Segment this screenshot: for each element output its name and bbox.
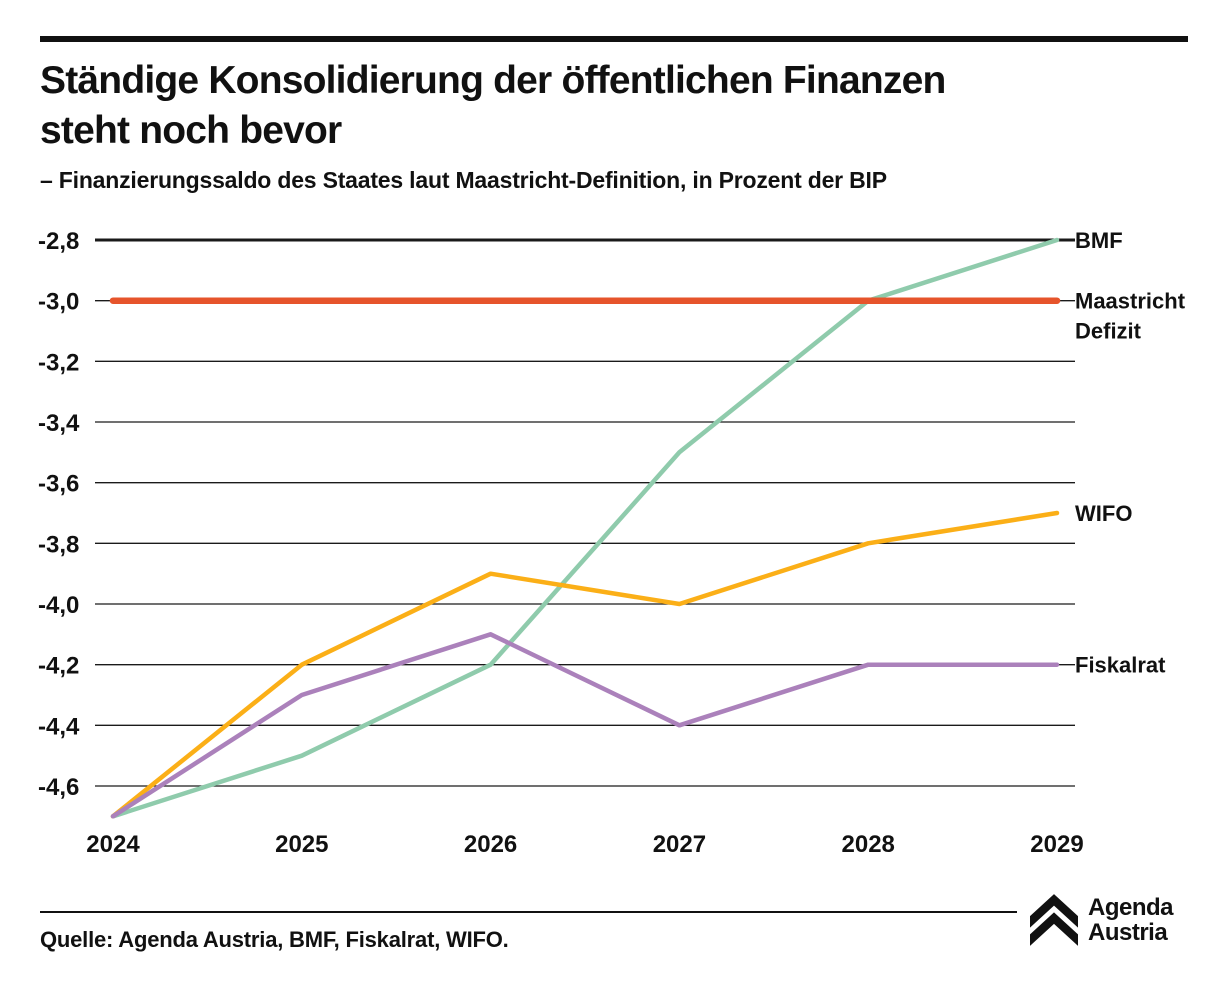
logo-line1: Agenda [1088, 894, 1174, 921]
y-tick-label: -4,2 [38, 653, 79, 680]
x-tick-label: 2024 [86, 831, 140, 858]
series-line-wifo [110, 510, 1060, 819]
y-tick-label: -3,6 [38, 471, 79, 498]
series-label-wifo: WIFO [1075, 501, 1132, 526]
series-label-bmf: BMF [1075, 228, 1123, 253]
series-label-maastricht-defizit-1: Maastricht [1075, 289, 1186, 314]
x-tick-label: 2026 [464, 831, 517, 858]
page-title-line2: steht noch bevor [40, 109, 342, 152]
page-title-line1: Ständige Konsolidierung der öffentlichen… [40, 59, 946, 102]
series-line-fiskalrat [110, 632, 1060, 819]
chart-subtitle: – Finanzierungssaldo des Staates laut Ma… [40, 167, 887, 193]
y-tick-label: -4,4 [38, 713, 80, 740]
page-title: Ständige Konsolidierung der öffentlichen… [40, 56, 1140, 156]
logo-line2: Austria [1088, 919, 1168, 946]
logo-wordmark: Agenda Austria [1088, 894, 1174, 946]
x-tick-label: 2025 [275, 831, 328, 858]
series-line-bmf [110, 237, 1060, 819]
y-tick-label: -3,8 [38, 531, 79, 558]
agenda-austria-logo: Agenda Austria [1030, 893, 1174, 947]
y-tick-label: -2,8 [38, 228, 79, 255]
footer-rule [40, 911, 1017, 913]
series-label-maastricht-defizit-2: Defizit [1075, 319, 1142, 344]
y-tick-label: -4,6 [38, 774, 79, 801]
x-tick-label: 2028 [842, 831, 895, 858]
x-tick-label: 2027 [653, 831, 706, 858]
y-tick-label: -4,0 [38, 592, 79, 619]
series-label-fiskalrat: Fiskalrat [1075, 653, 1166, 678]
source-note: Quelle: Agenda Austria, BMF, Fiskalrat, … [40, 927, 509, 952]
y-tick-label: -3,0 [38, 289, 79, 316]
y-tick-label: -3,4 [38, 410, 80, 437]
top-rule [40, 36, 1188, 42]
double-chevron-up-icon [1030, 894, 1078, 946]
x-tick-label: 2029 [1030, 831, 1083, 858]
y-tick-label: -3,2 [38, 349, 79, 376]
